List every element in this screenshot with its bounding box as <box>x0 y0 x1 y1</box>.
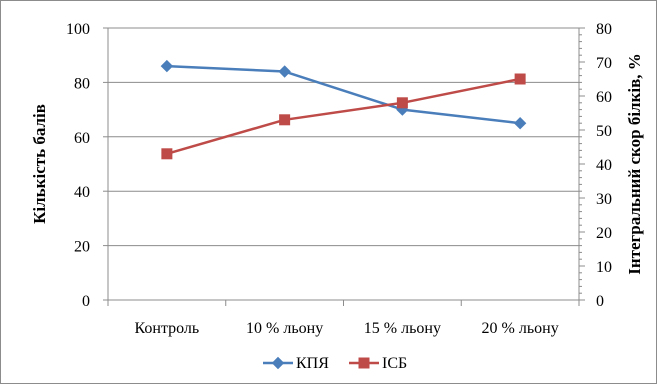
data-point-diamond <box>160 59 174 73</box>
right-y-axis-title: Інтегральний скор білків, % <box>625 53 644 275</box>
legend-label: ІСБ <box>382 355 407 372</box>
left-tick-label: 100 <box>66 21 90 38</box>
left-y-axis-title: Кількість балів <box>30 104 49 224</box>
right-y-axis-ticks: 0 10 20 30 40 50 60 70 80 <box>579 21 612 310</box>
right-tick-label: 30 <box>596 191 612 208</box>
right-tick-label: 20 <box>596 225 612 242</box>
x-category-label: Контроль <box>135 320 200 337</box>
legend-marker-diamond <box>271 356 285 370</box>
data-point-square <box>161 148 173 160</box>
series-layer <box>160 59 527 160</box>
left-tick-label: 0 <box>82 293 90 310</box>
data-point-square <box>279 114 291 126</box>
data-point-square <box>514 73 526 85</box>
right-tick-label: 0 <box>596 293 604 310</box>
x-axis-ticks: Контроль 10 % льону 15 % льону 20 % льону <box>135 320 559 337</box>
legend-marker-square <box>358 357 370 369</box>
data-point-diamond <box>513 116 527 130</box>
legend: КПЯ ІСБ <box>263 355 407 372</box>
axes <box>107 28 580 306</box>
left-tick-label: 80 <box>74 75 90 92</box>
right-tick-label: 50 <box>596 123 612 140</box>
series-line-2 <box>166 77 521 156</box>
right-tick-label: 10 <box>596 259 612 276</box>
x-category-label: 10 % льону <box>246 320 323 337</box>
data-point-diamond <box>278 65 291 78</box>
left-tick-label: 60 <box>74 130 90 147</box>
left-tick-label: 20 <box>74 239 90 256</box>
legend-label: КПЯ <box>296 355 329 372</box>
left-y-axis-ticks: 0 20 40 60 80 100 <box>66 21 108 310</box>
right-tick-label: 60 <box>596 89 612 106</box>
series-line-1 <box>166 64 521 125</box>
right-tick-label: 80 <box>596 21 612 38</box>
data-point-square <box>396 97 408 109</box>
x-category-label: 20 % льону <box>482 320 559 337</box>
right-tick-label: 70 <box>596 55 612 72</box>
x-category-label: 15 % льону <box>364 320 441 337</box>
right-tick-label: 40 <box>596 157 612 174</box>
gridlines <box>108 27 579 247</box>
left-tick-label: 40 <box>74 184 90 201</box>
